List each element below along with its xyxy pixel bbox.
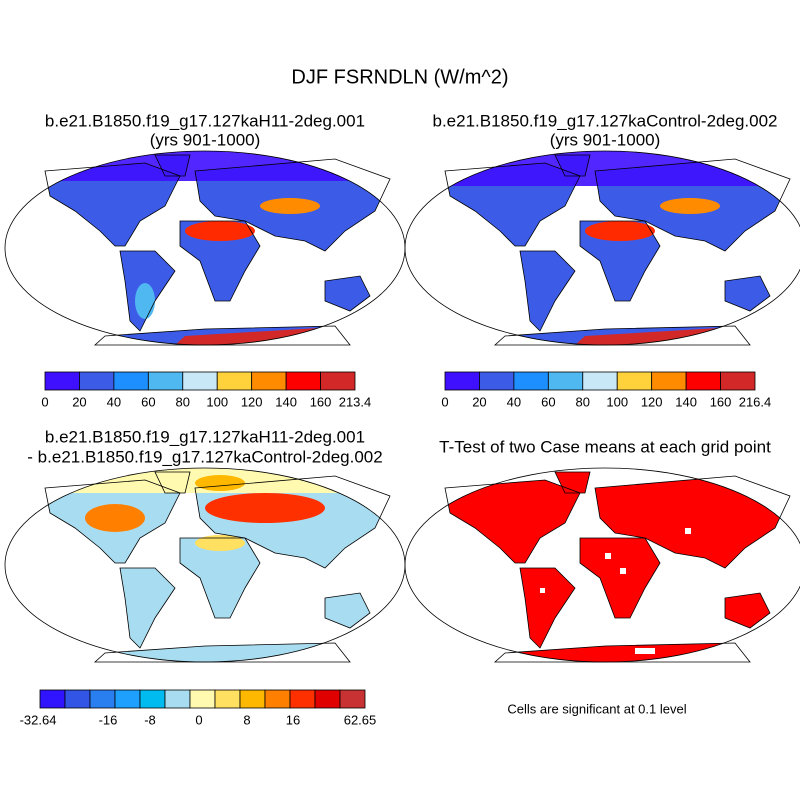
colorbar-box [89, 689, 116, 709]
colorbar-label: 216.4 [739, 394, 772, 409]
colorbar-box [513, 371, 549, 391]
colorbar-box [44, 371, 80, 391]
colorbar-label: 160 [710, 394, 732, 409]
map [4, 467, 406, 663]
colorbar-label: 16 [286, 712, 300, 727]
colorbar-label: 100 [606, 394, 628, 409]
map [404, 150, 800, 346]
map [4, 150, 406, 346]
colorbar-box [339, 689, 366, 709]
panel-title: T-Test of two Case means at each grid po… [439, 437, 771, 456]
colorbar-box [616, 371, 653, 391]
colorbar-box [314, 689, 341, 709]
colorbar-label: 100 [206, 394, 228, 409]
colorbar-label: 60 [141, 394, 155, 409]
colorbar-box [147, 371, 184, 391]
map [404, 467, 800, 663]
colorbar-label: 40 [107, 394, 121, 409]
colorbar-label: 62.65 [344, 712, 377, 727]
colorbar-label: 213.4 [339, 394, 372, 409]
colorbar-box [479, 371, 515, 391]
colorbar-label: 8 [243, 712, 250, 727]
panel-subtitle: (yrs 901-1000) [150, 130, 261, 149]
colorbar-box [285, 371, 321, 391]
colorbar-label: 0 [441, 394, 448, 409]
colorbar-label: 20 [72, 394, 86, 409]
colorbar-box [214, 689, 241, 709]
colorbar-box [582, 371, 618, 391]
colorbar-box [189, 689, 216, 709]
colorbar-box [64, 689, 91, 709]
colorbar-label: 80 [176, 394, 190, 409]
colorbar-box [444, 371, 480, 391]
colorbar-box [651, 371, 687, 391]
colorbar-label: 0 [41, 394, 48, 409]
colorbar-box [264, 689, 291, 709]
colorbar-label: 0 [195, 712, 202, 727]
colorbar-box [547, 371, 584, 391]
colorbar-label: 140 [675, 394, 697, 409]
colorbar-box [251, 371, 287, 391]
panel-note: Cells are significant at 0.1 level [507, 701, 686, 716]
colorbar-box [139, 689, 166, 709]
panel-subtitle: (yrs 901-1000) [550, 130, 661, 149]
colorbar-label: 160 [310, 394, 332, 409]
colorbar-label: 20 [472, 394, 486, 409]
colorbar-box [39, 689, 66, 709]
colorbar-box [114, 689, 141, 709]
colorbar-box [216, 371, 253, 391]
colorbar-label: 120 [241, 394, 263, 409]
colorbar-label: 140 [275, 394, 297, 409]
colorbar-label: 40 [507, 394, 521, 409]
colorbar-label: -16 [99, 712, 118, 727]
colorbar-box [239, 689, 266, 709]
colorbar-label: -32.64 [20, 712, 57, 727]
colorbar-box [79, 371, 115, 391]
figure-title: DJF FSRNDLN (W/m^2) [291, 66, 508, 88]
colorbar-label: -8 [144, 712, 156, 727]
colorbar-box [113, 371, 149, 391]
colorbar-label: 80 [576, 394, 590, 409]
colorbar-label: 60 [541, 394, 555, 409]
panel-title: b.e21.B1850.f19_g17.127kaControl-2deg.00… [432, 111, 777, 130]
panel-title: b.e21.B1850.f19_g17.127kaH11-2deg.001 [45, 427, 365, 446]
colorbar-box [720, 371, 756, 391]
colorbar-box [320, 371, 356, 391]
panel-title: b.e21.B1850.f19_g17.127kaH11-2deg.001 [45, 111, 365, 130]
colorbar-box [164, 689, 191, 709]
colorbar-box [685, 371, 721, 391]
colorbar-label: 120 [641, 394, 663, 409]
colorbar-box [289, 689, 316, 709]
panel-subtitle: - b.e21.B1850.f19_g17.127kaControl-2deg.… [27, 447, 382, 466]
colorbar-box [182, 371, 218, 391]
